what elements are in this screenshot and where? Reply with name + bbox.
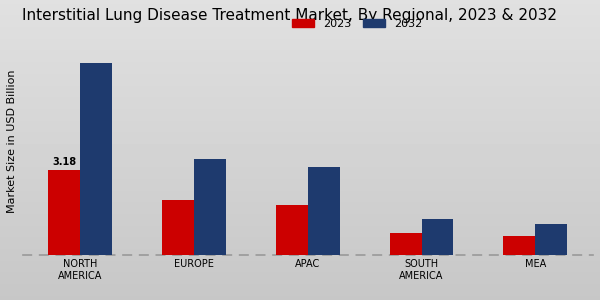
Bar <box>389 233 422 255</box>
Bar <box>535 224 567 255</box>
Bar <box>422 219 454 255</box>
Bar <box>503 236 535 255</box>
Text: 3.18: 3.18 <box>52 157 76 167</box>
Text: Interstitial Lung Disease Treatment Market, By Regional, 2023 & 2032: Interstitial Lung Disease Treatment Mark… <box>23 8 557 23</box>
Bar <box>80 63 112 255</box>
Bar <box>194 159 226 255</box>
Bar <box>276 206 308 255</box>
Y-axis label: Market Size in USD Billion: Market Size in USD Billion <box>7 70 17 213</box>
Bar <box>308 167 340 255</box>
Bar <box>49 170 80 255</box>
Legend: 2023, 2032: 2023, 2032 <box>288 15 427 33</box>
Bar <box>162 200 194 255</box>
